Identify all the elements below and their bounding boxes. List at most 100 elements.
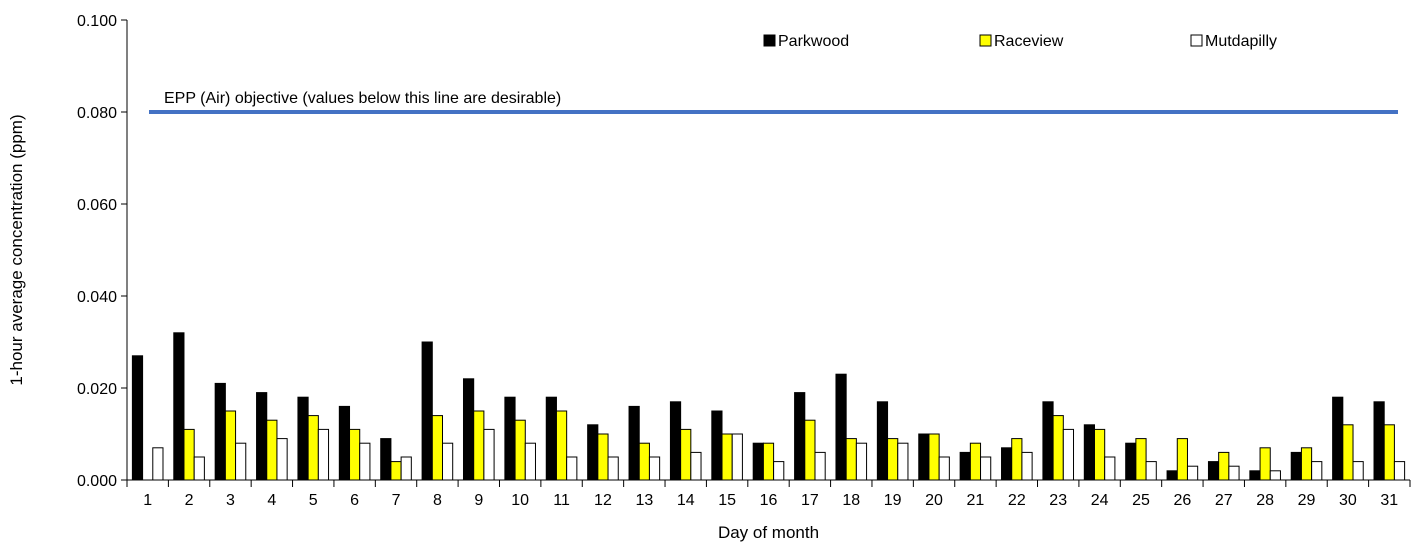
bar-raceview-day-24 [1094,428,1106,481]
bar-parkwood-day-28 [1249,470,1261,481]
y-tick-label: 0.020 [77,381,117,398]
x-tick-label: 8 [433,492,442,509]
bar-raceview-day-11 [555,410,568,481]
x-tick-label: 2 [185,492,194,509]
bar-mutdapilly-day-12 [607,456,619,481]
bar-raceview-day-22 [1011,438,1023,481]
bar-raceview-day-3 [224,410,237,481]
x-axis-title: Day of month [718,523,819,542]
bar-parkwood-day-4 [256,392,268,481]
bar-raceview-day-14 [680,428,692,481]
bar-parkwood-day-18 [835,373,847,481]
bar-mutdapilly-day-14 [690,451,702,481]
bar-parkwood-day-25 [1125,442,1137,481]
bar-parkwood-day-2 [173,332,185,481]
bar-mutdapilly-day-22 [1021,451,1033,481]
bar-raceview-day-18 [845,438,857,481]
bar-raceview-day-31 [1383,424,1395,481]
bar-raceview-day-27 [1218,451,1230,481]
bar-mutdapilly-day-29 [1311,461,1323,481]
x-tick-label: 3 [226,492,235,509]
bar-mutdapilly-day-15 [731,433,743,481]
bar-raceview-day-10 [514,419,526,481]
legend-label-raceview: Raceview [994,33,1064,50]
bar-mutdapilly-day-8 [442,442,454,481]
bar-parkwood-day-21 [959,451,971,481]
bar-mutdapilly-day-9 [483,428,495,481]
bar-parkwood-day-29 [1290,451,1302,481]
bar-parkwood-day-8 [421,341,433,481]
bar-mutdapilly-day-7 [400,456,412,481]
bar-parkwood-day-1 [131,355,144,481]
x-tick-label: 14 [677,492,695,509]
bar-parkwood-day-27 [1207,461,1220,481]
x-tick-label: 25 [1132,492,1150,509]
x-tick-label: 15 [718,492,736,509]
bar-parkwood-day-26 [1166,470,1178,481]
bar-raceview-day-26 [1176,438,1188,481]
bar-parkwood-day-16 [752,442,764,481]
x-tick-label: 30 [1339,492,1357,509]
bar-mutdapilly-day-10 [524,442,536,481]
x-tick-label: 7 [392,492,401,509]
bar-parkwood-day-15 [711,410,723,481]
y-tick-label: 0.000 [77,473,117,490]
x-tick-label: 16 [760,492,778,509]
bar-mutdapilly-day-11 [566,456,578,481]
bar-mutdapilly-day-13 [648,456,661,481]
x-tick-label: 26 [1173,492,1191,509]
x-tick-label: 31 [1380,492,1398,509]
bar-mutdapilly-day-31 [1393,461,1406,481]
bar-raceview-day-25 [1135,438,1147,481]
bar-mutdapilly-day-3 [235,442,247,481]
bar-raceview-day-12 [597,433,609,481]
legend: Parkwood Raceview Mutdapilly [763,33,1277,50]
x-tick-label: 19 [884,492,902,509]
bar-mutdapilly-day-19 [897,442,909,481]
x-tick-label: 18 [842,492,860,509]
x-tick-label: 4 [267,492,276,509]
legend-swatch-mutdapilly [1190,34,1203,47]
bar-mutdapilly-day-26 [1186,465,1199,481]
x-tick-label: 17 [801,492,819,509]
x-tick-label: 11 [553,492,570,509]
x-tick-label: 22 [1008,492,1026,509]
legend-swatch-parkwood [763,34,776,47]
bar-raceview-day-16 [762,442,775,481]
bar-raceview-day-30 [1342,424,1354,481]
bar-raceview-day-13 [638,442,650,481]
bar-parkwood-day-14 [669,401,682,481]
bar-parkwood-day-3 [214,382,226,481]
bar-raceview-day-29 [1300,447,1313,481]
bar-mutdapilly-day-30 [1352,461,1364,481]
bar-mutdapilly-day-24 [1104,456,1116,481]
bar-mutdapilly-day-28 [1269,470,1281,481]
bar-mutdapilly-day-16 [773,461,785,481]
x-tick-label: 6 [350,492,359,509]
x-tick-label: 27 [1215,492,1233,509]
x-tick-label: 5 [309,492,318,509]
bar-parkwood-day-22 [1001,447,1013,481]
y-tick-label: 0.080 [77,105,117,122]
bar-mutdapilly-day-17 [814,451,826,481]
bar-parkwood-day-24 [1083,424,1096,481]
x-tick-label: 28 [1256,492,1274,509]
bar-raceview-day-7 [390,461,402,481]
bar-parkwood-day-10 [504,396,516,481]
y-tick-label: 0.040 [77,289,117,306]
legend-label-mutdapilly: Mutdapilly [1205,33,1277,50]
bar-mutdapilly-day-20 [938,456,950,481]
bar-mutdapilly-day-25 [1145,461,1157,481]
bar-raceview-day-20 [928,433,940,481]
x-tick-label: 10 [511,492,529,509]
bar-parkwood-day-23 [1042,401,1054,481]
bar-raceview-day-17 [804,419,816,481]
x-tick-label: 29 [1298,492,1316,509]
x-tick-label: 9 [474,492,483,509]
bar-raceview-day-4 [266,419,278,481]
bar-parkwood-day-12 [587,424,599,481]
bar-raceview-day-15 [721,433,733,481]
bar-raceview-day-8 [431,415,443,481]
bar-parkwood-day-31 [1373,401,1385,481]
objective-label: EPP (Air) objective (values below this l… [164,90,561,107]
